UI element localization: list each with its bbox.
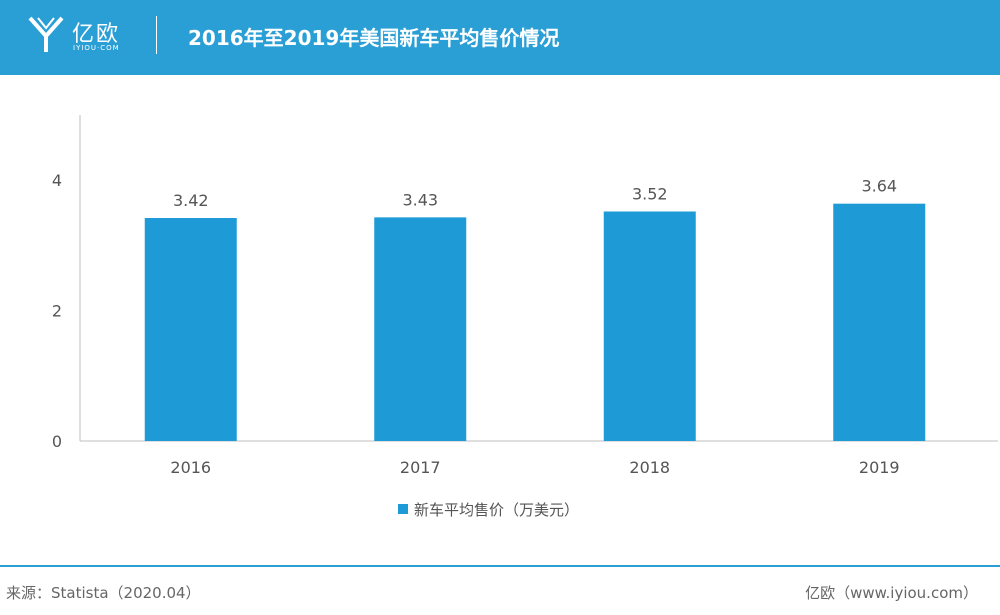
y-tick-label: 4	[52, 171, 62, 190]
footer-divider	[0, 565, 1000, 567]
page-title: 2016年至2019年美国新车平均售价情况	[188, 26, 560, 50]
bar-2019	[833, 203, 926, 441]
data-label: 3.64	[861, 177, 897, 196]
bar-2016	[144, 218, 237, 441]
header-bar: 亿欧 IYIOU·COM 2016年至2019年美国新车平均售价情况	[0, 0, 1000, 75]
bar-chart: 0 2 4 3.42 2016 3.43 2017 3.52 2018 3.64 2019 新车平均售…	[52, 115, 998, 519]
legend-label: 新车平均售价（万美元）	[414, 501, 579, 519]
header-divider	[156, 16, 157, 54]
source-note: 来源：Statista（2020.04）	[6, 584, 201, 602]
bar-2018	[603, 211, 696, 441]
x-tick-label: 2019	[859, 458, 900, 477]
logo-subtext: IYIOU·COM	[73, 44, 120, 52]
x-tick-label: 2018	[629, 458, 670, 477]
bar-2017	[374, 217, 467, 441]
legend-swatch	[398, 504, 408, 514]
y-tick-label: 2	[52, 302, 62, 321]
logo-text: 亿欧	[72, 22, 121, 47]
data-label: 3.52	[632, 184, 668, 203]
data-label: 3.43	[402, 190, 438, 209]
credit-note: 亿欧（www.iyiou.com）	[805, 584, 978, 602]
iyiou-logo-icon	[28, 16, 64, 52]
x-tick-label: 2017	[400, 458, 441, 477]
y-tick-label: 0	[52, 432, 62, 451]
data-label: 3.42	[173, 191, 209, 210]
x-tick-label: 2016	[170, 458, 211, 477]
